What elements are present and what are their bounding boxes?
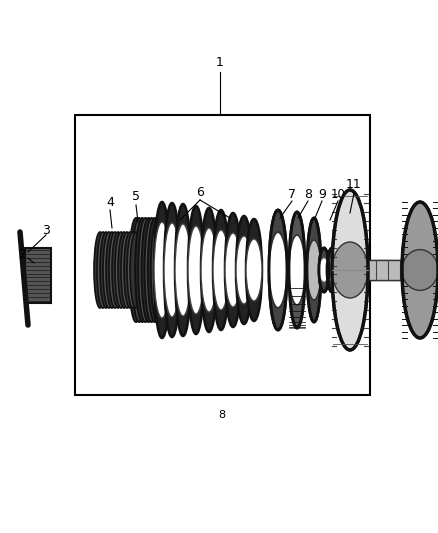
- Ellipse shape: [112, 232, 124, 308]
- Ellipse shape: [225, 233, 241, 307]
- Ellipse shape: [94, 232, 106, 308]
- Ellipse shape: [109, 232, 121, 308]
- Ellipse shape: [236, 216, 252, 324]
- Ellipse shape: [164, 223, 180, 317]
- Text: 9: 9: [318, 188, 326, 200]
- Ellipse shape: [236, 236, 252, 304]
- Ellipse shape: [154, 202, 170, 338]
- Ellipse shape: [154, 218, 168, 322]
- Ellipse shape: [327, 248, 337, 292]
- Ellipse shape: [269, 232, 287, 308]
- Bar: [368, 260, 415, 280]
- Bar: [75, 115, 370, 395]
- Text: 8: 8: [219, 410, 226, 420]
- Ellipse shape: [332, 242, 368, 298]
- Ellipse shape: [327, 258, 337, 282]
- Ellipse shape: [100, 232, 112, 308]
- Text: 1: 1: [216, 55, 224, 69]
- Ellipse shape: [103, 232, 115, 308]
- Text: 6: 6: [196, 187, 204, 199]
- Ellipse shape: [132, 218, 146, 322]
- Ellipse shape: [289, 212, 305, 328]
- Ellipse shape: [188, 206, 204, 334]
- Ellipse shape: [148, 218, 162, 322]
- Text: 2: 2: [18, 248, 26, 262]
- Ellipse shape: [269, 210, 287, 330]
- Ellipse shape: [175, 204, 191, 336]
- Ellipse shape: [246, 219, 262, 321]
- Ellipse shape: [145, 218, 159, 322]
- Ellipse shape: [106, 232, 118, 308]
- Ellipse shape: [129, 218, 143, 322]
- Bar: [25, 248, 51, 303]
- Ellipse shape: [135, 218, 149, 322]
- Ellipse shape: [201, 208, 217, 332]
- Ellipse shape: [225, 213, 241, 327]
- Text: 7: 7: [288, 188, 296, 200]
- Ellipse shape: [307, 240, 321, 300]
- Ellipse shape: [213, 230, 229, 310]
- Ellipse shape: [115, 232, 127, 308]
- Text: 4: 4: [106, 196, 114, 208]
- Text: 10: 10: [331, 188, 346, 200]
- Ellipse shape: [246, 239, 262, 301]
- Ellipse shape: [151, 218, 165, 322]
- Ellipse shape: [164, 203, 180, 337]
- Ellipse shape: [127, 232, 139, 308]
- Text: 11: 11: [346, 179, 362, 191]
- Ellipse shape: [138, 218, 152, 322]
- Text: 5: 5: [132, 190, 140, 204]
- Ellipse shape: [402, 249, 438, 290]
- Ellipse shape: [332, 190, 368, 350]
- Ellipse shape: [175, 224, 191, 316]
- Ellipse shape: [188, 226, 204, 314]
- Bar: [25, 248, 51, 303]
- Ellipse shape: [289, 235, 305, 305]
- Ellipse shape: [97, 232, 109, 308]
- Ellipse shape: [307, 218, 321, 322]
- Ellipse shape: [118, 232, 130, 308]
- Text: 8: 8: [304, 188, 312, 200]
- Ellipse shape: [121, 232, 133, 308]
- Ellipse shape: [319, 258, 329, 282]
- Ellipse shape: [124, 232, 136, 308]
- Ellipse shape: [130, 232, 142, 308]
- Ellipse shape: [213, 210, 229, 330]
- Ellipse shape: [402, 202, 438, 338]
- Text: 3: 3: [42, 223, 50, 237]
- Ellipse shape: [157, 218, 171, 322]
- Ellipse shape: [201, 228, 217, 312]
- Ellipse shape: [154, 222, 170, 318]
- Ellipse shape: [141, 218, 155, 322]
- Ellipse shape: [319, 248, 329, 292]
